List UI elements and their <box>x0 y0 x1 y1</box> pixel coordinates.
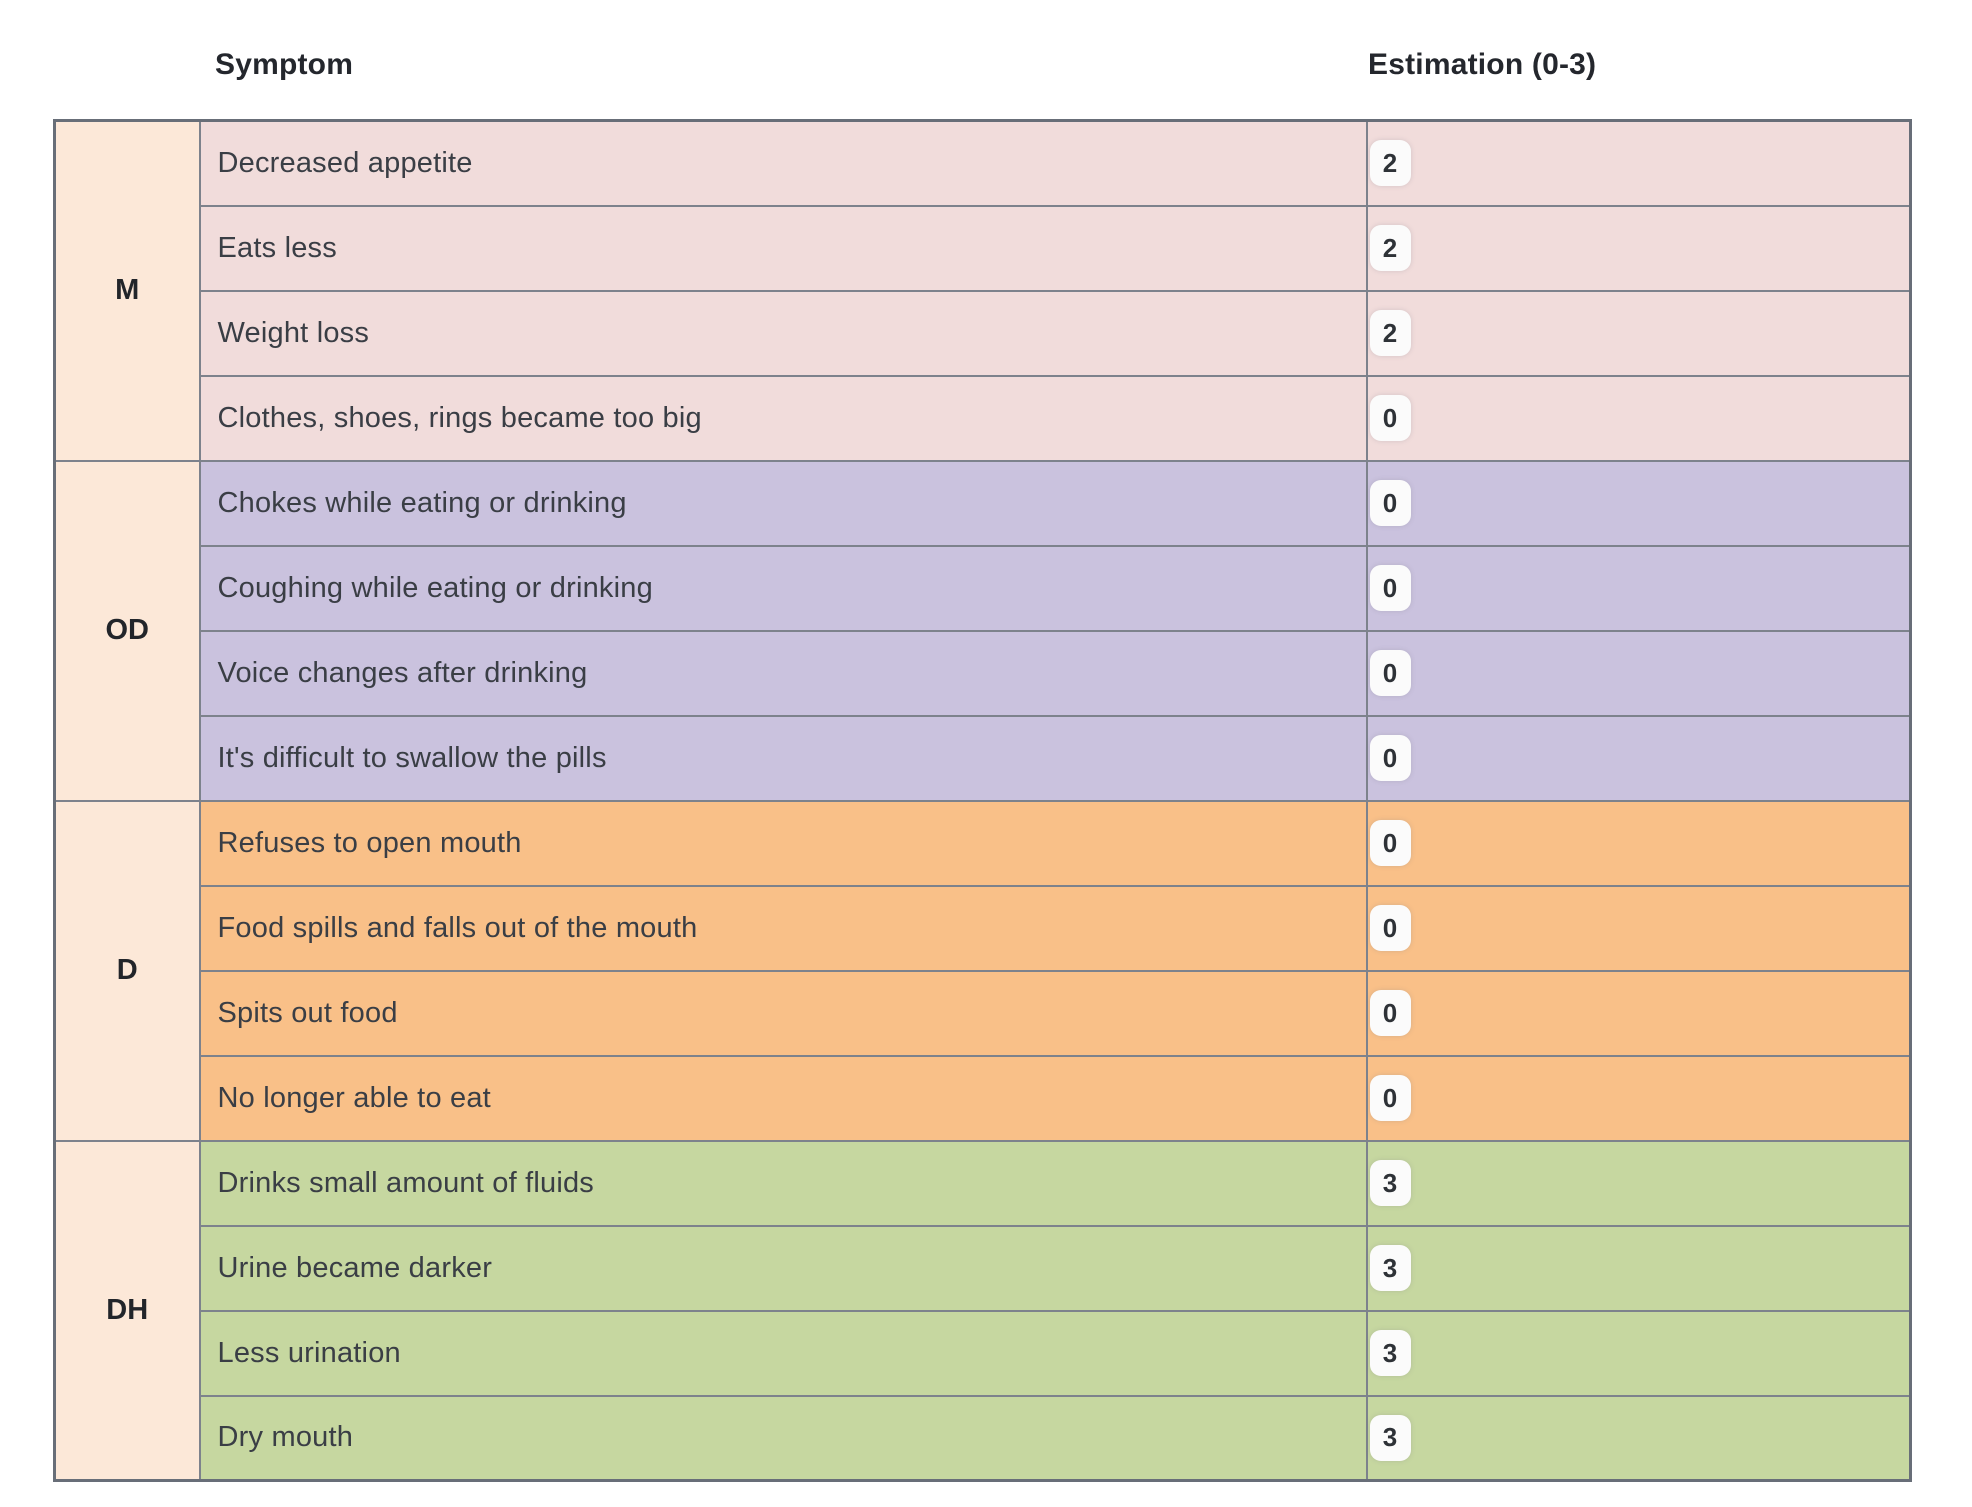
estimation-value-field[interactable]: 0 <box>1369 650 1411 696</box>
estimation-column-header: Estimation (0-3) <box>1368 48 1597 81</box>
estimation-value-field[interactable]: 0 <box>1369 820 1411 866</box>
table-row: Clothes, shoes, rings became too big 0 <box>55 374 1912 462</box>
symptom-column-header: Symptom <box>215 48 354 81</box>
estimation-value-field[interactable]: 3 <box>1369 1330 1411 1376</box>
estimation-value-field[interactable]: 0 <box>1369 1075 1411 1121</box>
estimation-value-field[interactable]: 0 <box>1369 990 1411 1036</box>
symptom-label: Urine became darker <box>198 1224 1368 1312</box>
estimation-value-field[interactable]: 3 <box>1369 1414 1411 1461</box>
symptom-label: Voice changes after drinking <box>198 629 1368 717</box>
symptom-label: No longer able to eat <box>198 1054 1368 1142</box>
table-row: Less urination 3 <box>55 1309 1912 1397</box>
symptom-score-table: M Decreased appetite 2 Eats less 2 Weigh… <box>53 119 1912 1482</box>
table-row: Voice changes after drinking 0 <box>55 629 1912 717</box>
table-row: OD Chokes while eating or drinking 0 <box>53 459 1912 802</box>
symptom-label: Dry mouth <box>198 1394 1368 1482</box>
table-row: Coughing while eating or drinking 0 <box>55 544 1912 632</box>
symptom-label: It's difficult to swallow the pills <box>198 714 1368 802</box>
table-row: M Decreased appetite 2 <box>53 119 1912 462</box>
table-row: It's difficult to swallow the pills 0 <box>55 714 1912 802</box>
estimation-value-field[interactable]: 2 <box>1369 310 1411 356</box>
estimation-value-field[interactable]: 0 <box>1369 480 1411 526</box>
table-row: Spits out food 0 <box>55 969 1912 1057</box>
group-label-d: D <box>53 799 201 1142</box>
symptom-label: Drinks small amount of fluids <box>198 1139 1368 1227</box>
table-row: Food spills and falls out of the mouth 0 <box>55 884 1912 972</box>
table-row: Eats less 2 <box>55 204 1912 292</box>
estimation-value-field[interactable]: 2 <box>1369 225 1411 271</box>
group-label-m: M <box>53 119 201 462</box>
symptom-label: Food spills and falls out of the mouth <box>198 884 1368 972</box>
table-row: DH Drinks small amount of fluids 3 <box>53 1139 1912 1482</box>
estimation-value-field[interactable]: 2 <box>1369 140 1411 187</box>
estimation-value-field[interactable]: 0 <box>1369 735 1411 781</box>
symptom-label: Clothes, shoes, rings became too big <box>198 374 1368 462</box>
symptom-label: Decreased appetite <box>198 119 1368 207</box>
table-row: No longer able to eat 0 <box>55 1054 1912 1142</box>
estimation-value-field[interactable]: 3 <box>1369 1160 1411 1206</box>
table-row: D Refuses to open mouth 0 <box>53 799 1912 1142</box>
estimation-value-field[interactable]: 0 <box>1369 565 1411 611</box>
table-row: Weight loss 2 <box>55 289 1912 377</box>
estimation-value-field[interactable]: 3 <box>1369 1245 1411 1291</box>
symptom-label: Weight loss <box>198 289 1368 377</box>
group-label-dh: DH <box>53 1139 201 1482</box>
table-row: Urine became darker 3 <box>55 1224 1912 1312</box>
group-label-od: OD <box>53 459 201 802</box>
symptom-label: Coughing while eating or drinking <box>198 544 1368 632</box>
table-row: Dry mouth 3 <box>55 1394 1912 1482</box>
estimation-value-field[interactable]: 0 <box>1369 905 1411 951</box>
symptom-label: Less urination <box>198 1309 1368 1397</box>
symptom-label: Chokes while eating or drinking <box>198 459 1368 547</box>
symptom-label: Refuses to open mouth <box>198 799 1368 887</box>
symptom-label: Spits out food <box>198 969 1368 1057</box>
symptom-label: Eats less <box>198 204 1368 292</box>
estimation-value-field[interactable]: 0 <box>1369 395 1411 441</box>
